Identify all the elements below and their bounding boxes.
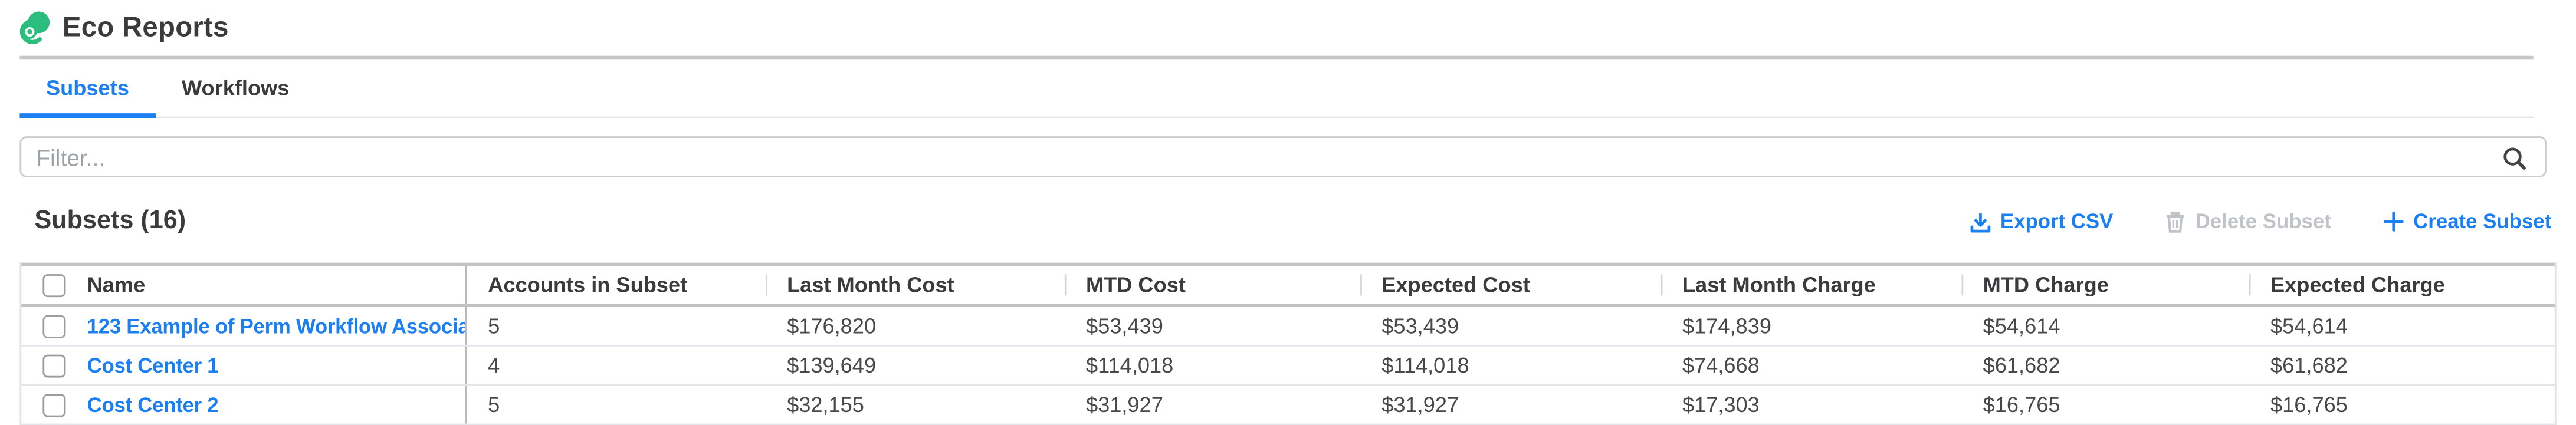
column-header-expected-cost: Expected Cost bbox=[1360, 266, 1661, 304]
subset-name-link[interactable]: Cost Center 1 bbox=[87, 354, 219, 377]
download-icon bbox=[1970, 212, 1990, 232]
name-cell: Cost Center 1 bbox=[21, 346, 467, 384]
select-all-checkbox[interactable] bbox=[42, 273, 66, 296]
mtd-cost-cell: $53,439 bbox=[1085, 313, 1163, 338]
eco-reports-logo-icon bbox=[19, 11, 50, 45]
expected-charge-cell: $16,765 bbox=[2270, 392, 2348, 417]
last-month-charge-cell: $74,668 bbox=[1682, 352, 1760, 378]
search-icon[interactable] bbox=[2502, 145, 2527, 170]
column-header-accounts-in-subset: Accounts in Subset bbox=[488, 272, 688, 298]
last-month-charge-cell: $174,839 bbox=[1682, 313, 1771, 338]
table-body: 123 Example of Perm Workflow Association… bbox=[21, 307, 2555, 425]
column-header-last-month-charge: Last Month Charge bbox=[1661, 266, 1962, 304]
table-header-row: Name Accounts in Subset Last Month Cost … bbox=[21, 262, 2558, 307]
column-header-expected-charge: Expected Charge bbox=[2249, 266, 2558, 304]
table-row: 123 Example of Perm Workflow Association… bbox=[21, 307, 2555, 347]
expected-charge-cell: $54,614 bbox=[2270, 313, 2348, 338]
table-actions: Export CSV Delete Subset Create Subset bbox=[1969, 210, 2551, 233]
title-divider bbox=[19, 55, 2534, 60]
delete-subset-button[interactable]: Delete Subset bbox=[2166, 210, 2331, 233]
expected-charge-cell: $61,682 bbox=[2270, 352, 2348, 378]
export-csv-label: Export CSV bbox=[2000, 210, 2114, 233]
filter-container bbox=[19, 136, 2547, 177]
section-title: Subsets (16) bbox=[34, 206, 186, 235]
accounts-in-subset-cell: 5 bbox=[488, 313, 500, 338]
page-title: Eco Reports bbox=[62, 11, 229, 43]
column-header-mtd-charge: MTD Charge bbox=[1961, 266, 2249, 304]
mtd-cost-cell: $114,018 bbox=[1085, 352, 1174, 378]
row-checkbox[interactable] bbox=[42, 314, 66, 338]
mtd-cost-cell: $31,927 bbox=[1085, 392, 1163, 417]
trash-icon bbox=[2167, 211, 2184, 232]
column-header-mtd-cost: MTD Cost bbox=[1064, 266, 1360, 304]
section-header: Subsets (16) Export CSV Delete Sub bbox=[34, 202, 2551, 242]
accounts-in-subset-cell: 4 bbox=[488, 352, 500, 378]
row-checkbox[interactable] bbox=[42, 393, 66, 417]
filter-input[interactable] bbox=[21, 137, 2545, 176]
mtd-charge-cell: $54,614 bbox=[1983, 313, 2060, 338]
row-checkbox[interactable] bbox=[42, 354, 66, 377]
last-month-charge-cell: $17,303 bbox=[1682, 392, 1760, 417]
expected-cost-cell: $31,927 bbox=[1381, 392, 1459, 417]
plus-icon bbox=[2384, 212, 2404, 232]
last-month-cost-cell: $139,649 bbox=[787, 352, 877, 378]
column-header-last-month-cost: Last Month Cost bbox=[765, 266, 1065, 304]
table-row: Cost Center 2 5 $32,155 $31,927 $31,927 … bbox=[21, 386, 2555, 425]
subset-name-link[interactable]: Cost Center 2 bbox=[87, 393, 219, 417]
tab-workflows[interactable]: Workflows bbox=[181, 75, 290, 100]
name-cell: 123 Example of Perm Workflow Association bbox=[21, 307, 467, 345]
last-month-cost-cell: $32,155 bbox=[787, 392, 864, 417]
accounts-in-subset-cell: 5 bbox=[488, 392, 500, 417]
expected-cost-cell: $53,439 bbox=[1381, 313, 1459, 338]
table-row: Cost Center 1 4 $139,649 $114,018 $114,0… bbox=[21, 346, 2555, 386]
subset-name-link[interactable]: 123 Example of Perm Workflow Association bbox=[87, 314, 467, 338]
tab-subsets[interactable]: Subsets bbox=[19, 59, 155, 118]
create-subset-button[interactable]: Create Subset bbox=[2384, 210, 2551, 233]
export-csv-button[interactable]: Export CSV bbox=[1969, 210, 2113, 233]
tab-bar: Subsets Workflows bbox=[19, 59, 2534, 118]
mtd-charge-cell: $16,765 bbox=[1983, 392, 2060, 417]
column-header-label: Name bbox=[87, 272, 146, 298]
delete-subset-label: Delete Subset bbox=[2195, 210, 2331, 233]
column-header-name: Name bbox=[21, 266, 467, 304]
subsets-table: Name Accounts in Subset Last Month Cost … bbox=[19, 262, 2558, 425]
name-cell: Cost Center 2 bbox=[21, 386, 467, 424]
create-subset-label: Create Subset bbox=[2413, 210, 2552, 233]
last-month-cost-cell: $176,820 bbox=[787, 313, 877, 338]
title-bar: Eco Reports bbox=[17, 0, 229, 56]
mtd-charge-cell: $61,682 bbox=[1983, 352, 2060, 378]
expected-cost-cell: $114,018 bbox=[1381, 352, 1469, 378]
